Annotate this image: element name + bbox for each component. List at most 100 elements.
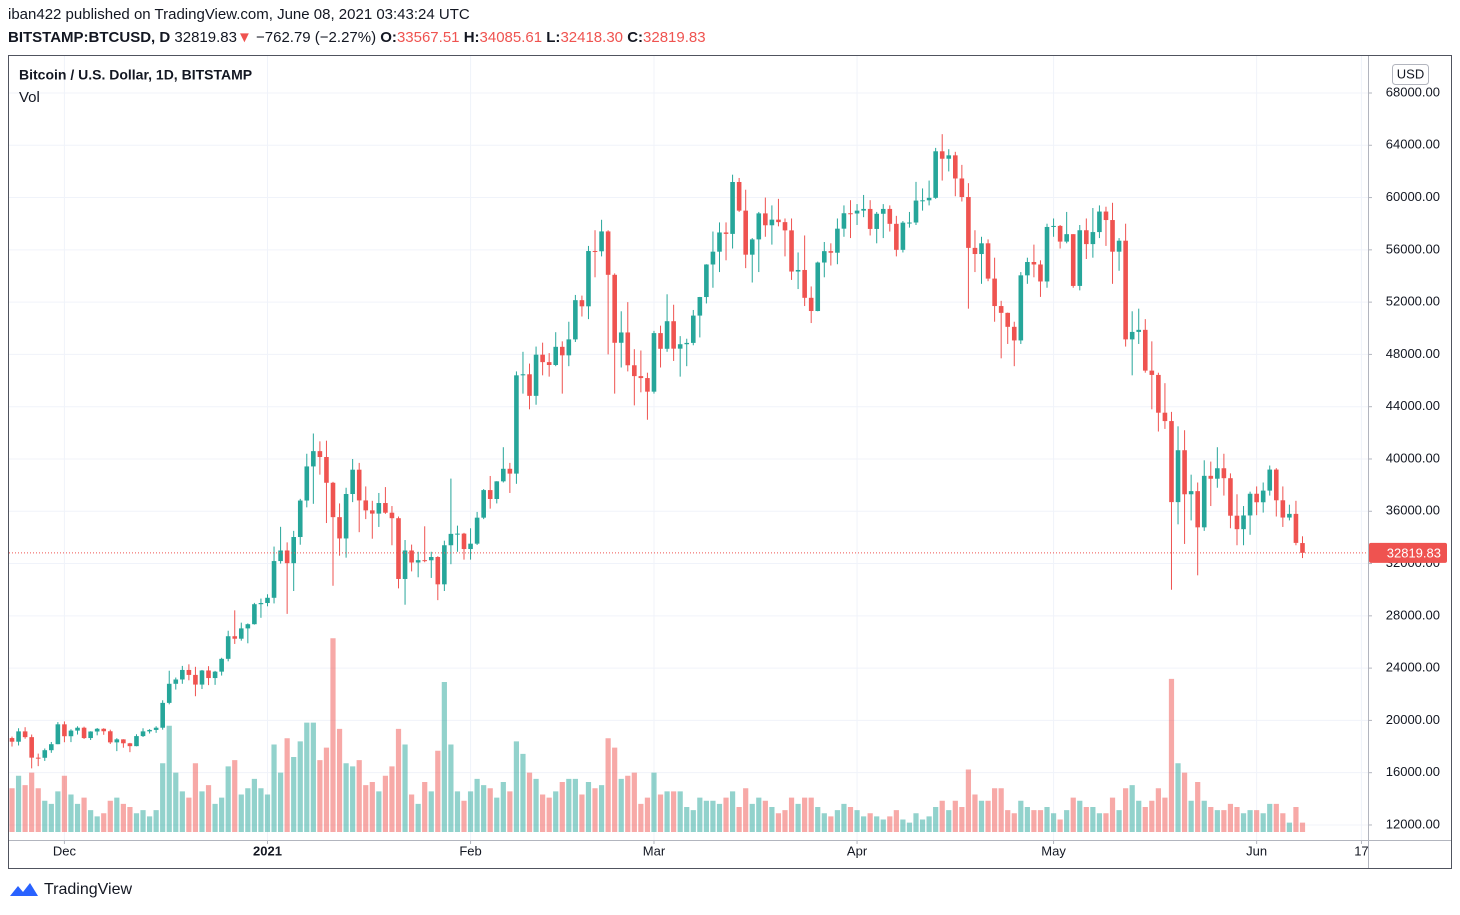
volume-bar [978, 800, 985, 832]
candle-body [841, 213, 847, 229]
footer: TradingView [8, 880, 132, 900]
candle-body [337, 517, 342, 539]
candle-body [979, 243, 984, 255]
volume-bar [205, 785, 212, 832]
volume-bar [546, 797, 552, 832]
volume-bar [15, 775, 22, 832]
volume-bar [605, 738, 611, 832]
candle-body [1241, 515, 1246, 530]
volume-bar [743, 788, 749, 832]
close-value: 32819.83 [643, 29, 706, 46]
candle-body [238, 628, 244, 639]
volume-bar [448, 744, 454, 832]
candle-body [383, 503, 388, 513]
candle-body [1044, 226, 1050, 282]
volume-bar [1005, 810, 1011, 832]
volume-bar [998, 788, 1004, 832]
candle-body [258, 603, 264, 605]
volume-bar [802, 797, 808, 832]
volume-bar [952, 800, 958, 832]
candle-body [1215, 468, 1220, 479]
candle-body [1221, 468, 1227, 479]
volume-bar [258, 788, 264, 832]
volume-bar [1234, 807, 1240, 832]
volume-bar [1142, 807, 1148, 832]
volume-bar [238, 794, 244, 832]
open-value: 33567.51 [396, 29, 460, 46]
volume-bar [1136, 800, 1142, 832]
candle-body [363, 500, 369, 511]
volume-bar [1280, 813, 1286, 832]
x-tick-label: Apr [847, 843, 868, 858]
candle-body [219, 658, 224, 672]
volume-bar [847, 807, 854, 832]
candle-body [985, 243, 991, 279]
candle-body [926, 197, 932, 201]
candle-body [559, 346, 565, 356]
volume-bar [1267, 803, 1273, 832]
y-tick-label: 48000.00 [1386, 346, 1440, 361]
volume-bar [160, 763, 166, 832]
candle-body [193, 674, 198, 685]
candle-body [1182, 450, 1187, 495]
volume-bar [494, 797, 500, 832]
candle-body [75, 727, 80, 731]
volume-bar [756, 797, 762, 832]
volume-bar [212, 803, 218, 832]
grid [9, 56, 1368, 840]
volume-bar [579, 794, 585, 832]
y-tick-label: 16000.00 [1386, 764, 1440, 779]
candle-body [776, 219, 781, 223]
candle-body [435, 557, 441, 585]
candle-body [736, 182, 742, 211]
volume-bar [1116, 810, 1122, 832]
candle-body [645, 378, 650, 392]
candle-body [815, 262, 821, 312]
candle-body [900, 222, 906, 250]
candle-body [461, 533, 467, 550]
volume-bar [428, 791, 434, 832]
open-label: O: [380, 29, 397, 46]
volume-bar [277, 772, 284, 832]
x-tick-label: Jun [1246, 843, 1267, 858]
volume-bar [1064, 810, 1070, 832]
candle-body [959, 178, 965, 198]
volume-bar [788, 797, 795, 832]
candle-body [913, 200, 919, 223]
candle-body [94, 728, 100, 732]
volume-bar [1175, 763, 1181, 832]
volume-bar [933, 807, 939, 832]
candle-body [1234, 515, 1240, 530]
volume-title: Vol [19, 89, 40, 106]
candle-body [730, 182, 735, 234]
quote-line: BITSTAMP:BTCUSD, D 32819.83▼ −762.79 (−2… [8, 29, 706, 46]
published-line: iban422 published on TradingView.com, Ju… [8, 6, 470, 23]
symbol: BITSTAMP:BTCUSD, D [8, 29, 171, 46]
volume-bar [749, 803, 755, 832]
volume-bar [336, 728, 343, 832]
candle-body [212, 671, 218, 679]
volume-bar [1057, 819, 1063, 832]
candle-body [1162, 412, 1168, 422]
volume-bar [251, 778, 257, 832]
candle-body [684, 342, 690, 345]
candle-body [140, 731, 146, 737]
volume-bar [48, 803, 54, 832]
candle-body [422, 560, 428, 562]
candle-body [1149, 370, 1155, 375]
volume-bar [926, 816, 932, 832]
candle-body [566, 339, 572, 356]
candle-body [723, 232, 729, 234]
candle-body [1110, 220, 1115, 252]
candle-body [297, 500, 303, 538]
candle-body [455, 533, 460, 535]
candle-body [396, 518, 401, 579]
candle-body [1038, 264, 1043, 282]
volume-bar [893, 810, 899, 832]
candle-body [107, 731, 113, 743]
volume-bar [828, 816, 834, 832]
candle-body [946, 155, 952, 159]
candle-body [880, 208, 886, 214]
candle-body [867, 208, 873, 229]
volume-bar [860, 816, 867, 832]
